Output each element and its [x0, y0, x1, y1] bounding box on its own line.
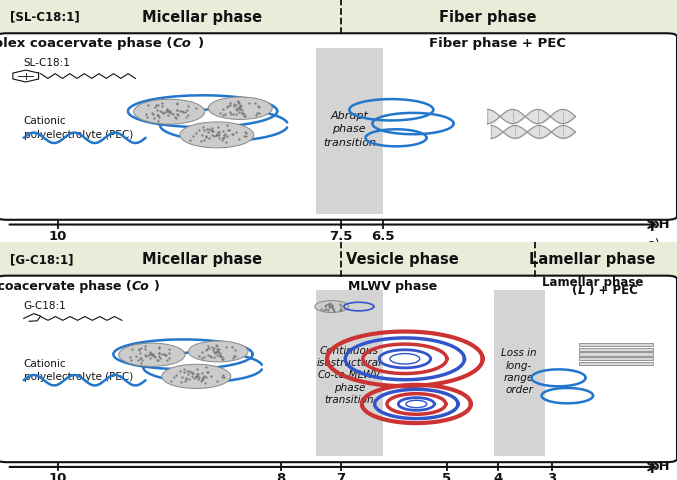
Text: Continuous
isostructural
Co-to-MLWV
phase
transition: Continuous isostructural Co-to-MLWV phas…: [317, 346, 382, 405]
FancyBboxPatch shape: [579, 348, 653, 351]
Text: [G-C18:1]: [G-C18:1]: [10, 253, 74, 266]
FancyBboxPatch shape: [579, 343, 653, 347]
Text: 8: 8: [276, 472, 286, 480]
Text: pH: pH: [650, 460, 670, 473]
Text: 10: 10: [48, 472, 67, 480]
Text: Micellar phase: Micellar phase: [142, 10, 262, 24]
Text: Micellar phase: Micellar phase: [142, 252, 262, 267]
Circle shape: [406, 400, 427, 408]
Circle shape: [209, 97, 272, 120]
Text: L: L: [577, 284, 585, 298]
Text: 3: 3: [547, 472, 556, 480]
FancyBboxPatch shape: [579, 357, 653, 360]
Text: SL-C18:1: SL-C18:1: [24, 58, 70, 68]
Text: [SL-C18:1]: [SL-C18:1]: [10, 11, 80, 24]
Text: 7: 7: [336, 472, 345, 480]
Text: Fiber phase: Fiber phase: [439, 10, 536, 24]
FancyBboxPatch shape: [0, 0, 677, 35]
FancyBboxPatch shape: [0, 33, 677, 220]
Text: Cationic
polyelectrolyte (PEC): Cationic polyelectrolyte (PEC): [24, 359, 133, 382]
Text: Vesicle phase: Vesicle phase: [347, 252, 459, 267]
FancyBboxPatch shape: [579, 362, 653, 365]
Text: a): a): [647, 238, 660, 251]
Text: Co: Co: [132, 280, 150, 293]
Text: pH: pH: [650, 218, 670, 231]
Text: ) + PEC: ) + PEC: [589, 284, 638, 298]
Text: Co: Co: [173, 37, 192, 50]
Circle shape: [133, 99, 204, 124]
Text: Loss in
long-
range
order: Loss in long- range order: [502, 348, 537, 396]
Text: 6.5: 6.5: [371, 230, 394, 243]
Circle shape: [315, 300, 349, 312]
FancyBboxPatch shape: [0, 242, 677, 277]
Text: G-C18:1: G-C18:1: [24, 300, 66, 311]
Text: 7.5: 7.5: [329, 230, 352, 243]
Text: Fiber phase + PEC: Fiber phase + PEC: [429, 37, 566, 50]
FancyBboxPatch shape: [579, 352, 653, 356]
Text: ): ): [154, 280, 160, 293]
Text: 4: 4: [493, 472, 502, 480]
Text: 5: 5: [442, 472, 452, 480]
Circle shape: [180, 122, 254, 148]
Circle shape: [118, 343, 185, 366]
Text: Complex coacervate phase (: Complex coacervate phase (: [0, 280, 132, 293]
Text: (: (: [572, 284, 577, 298]
FancyBboxPatch shape: [0, 276, 677, 462]
Circle shape: [390, 354, 420, 364]
Text: Cationic
polyelectrolyte (PEC): Cationic polyelectrolyte (PEC): [24, 117, 133, 140]
FancyBboxPatch shape: [316, 48, 383, 214]
Circle shape: [162, 364, 231, 388]
FancyBboxPatch shape: [316, 290, 383, 456]
Text: Abrupt
phase
transition: Abrupt phase transition: [323, 111, 376, 148]
Text: ): ): [198, 37, 204, 50]
Circle shape: [188, 341, 248, 362]
Text: 10: 10: [48, 230, 67, 243]
Text: Lamellar phase: Lamellar phase: [542, 276, 643, 289]
FancyBboxPatch shape: [494, 290, 545, 456]
Text: Lamellar phase: Lamellar phase: [529, 252, 655, 267]
Text: Complex coacervate phase (: Complex coacervate phase (: [0, 37, 173, 50]
Text: MLWV phase: MLWV phase: [348, 280, 437, 293]
